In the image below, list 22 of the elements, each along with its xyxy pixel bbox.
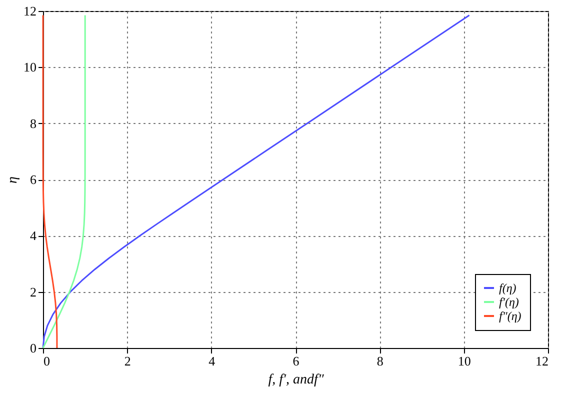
x-tick-label: 10 (458, 354, 471, 368)
y-tick-label: 12 (24, 4, 36, 18)
legend-label: f″(η) (499, 309, 522, 323)
line-series (42, 14, 86, 349)
legend-label: f′(η) (499, 295, 519, 309)
y-axis-title: η (6, 176, 20, 184)
line-series (42, 14, 58, 349)
x-tick-label: 2 (124, 354, 131, 368)
y-tick-label: 0 (30, 340, 36, 356)
x-tick-label: 6 (292, 354, 300, 368)
y-tick-label: 8 (30, 116, 36, 131)
y-tick-label: 4 (30, 228, 37, 244)
x-tick-label: 12 (536, 354, 548, 368)
y-tick-label: 2 (30, 284, 36, 300)
x-tick-label: 0 (44, 354, 50, 368)
line-series (42, 14, 470, 349)
x-tick-label: 4 (208, 354, 216, 368)
y-tick-label: 10 (24, 60, 36, 75)
y-tick-label: 6 (30, 172, 37, 187)
x-tick-label: 8 (376, 354, 384, 368)
x-axis-title: f, f′, andf″ (268, 372, 324, 388)
legend-label: f(η) (499, 281, 516, 295)
